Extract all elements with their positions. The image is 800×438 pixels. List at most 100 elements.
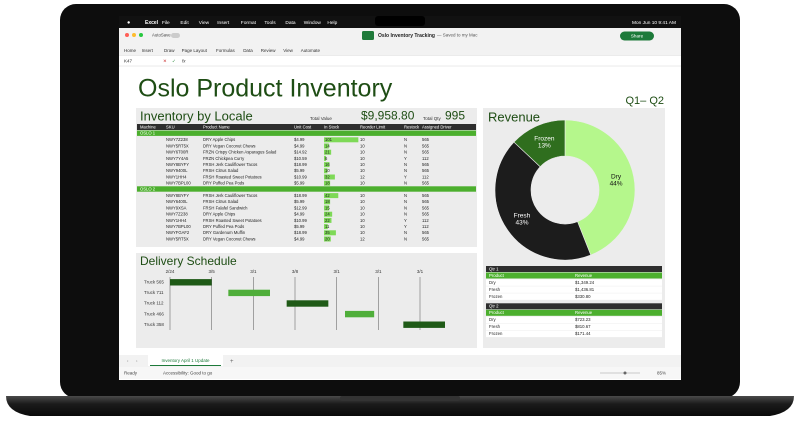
period: Q1– Q2 xyxy=(625,95,664,107)
in-stock-bar xyxy=(324,230,336,236)
ribbon-tab[interactable]: Home xyxy=(124,48,137,53)
table-cell: NWY1HH4 xyxy=(166,218,187,223)
menu-item[interactable]: Tools xyxy=(264,20,276,26)
name-box[interactable]: K47 xyxy=(124,58,133,63)
table-cell: 35 xyxy=(325,230,330,235)
table-cell: 10 xyxy=(360,162,365,167)
table-cell: 565 xyxy=(422,230,430,235)
donut-slice xyxy=(513,119,566,168)
y-tick-label: Truck 358 xyxy=(144,322,164,327)
table-cell: $4.99 xyxy=(294,236,305,241)
total-value: $9,958.80 xyxy=(361,109,415,123)
x-tick-label: 3/1 xyxy=(334,269,341,274)
x-tick-label: 2/24 xyxy=(166,269,175,274)
share-label[interactable]: Share xyxy=(631,34,644,39)
inventory-title: Inventory by Locale xyxy=(140,108,253,123)
rev-cell: $1,436.81 xyxy=(575,287,595,292)
y-tick-label: Truck 466 xyxy=(144,311,164,316)
table-cell: 32 xyxy=(325,174,330,179)
table-cell: $4.99 xyxy=(294,143,305,148)
table-cell: 10 xyxy=(360,230,365,235)
share-button[interactable] xyxy=(620,31,654,41)
gantt-bar xyxy=(286,300,329,307)
column-header: SKU xyxy=(166,124,175,129)
ribbon-tab[interactable]: Data xyxy=(243,48,253,53)
enter-icon[interactable]: ✓ xyxy=(172,58,176,63)
slice-value-label: 44% xyxy=(610,180,623,187)
menu-item[interactable]: Format xyxy=(241,20,257,26)
x-tick-label: 3/8 xyxy=(292,269,299,274)
table-header-row xyxy=(137,124,476,130)
fx-label[interactable]: fx xyxy=(182,58,186,63)
slice-category: Fresh xyxy=(514,212,531,219)
table-cell: 565 xyxy=(422,205,430,210)
add-sheet[interactable]: + xyxy=(230,359,234,365)
donut-slice xyxy=(564,119,636,256)
table-cell: $10.59 xyxy=(294,156,307,161)
donut-slice xyxy=(494,141,592,261)
zoom-knob[interactable] xyxy=(623,371,627,375)
rev-header-row xyxy=(486,309,662,316)
column-header: Restock xyxy=(404,124,420,129)
menu-item[interactable]: File xyxy=(162,20,170,26)
tab-next[interactable]: › xyxy=(136,358,138,363)
table-cell: 10 xyxy=(360,199,365,204)
table-cell: 6 xyxy=(325,156,328,161)
in-stock-bar xyxy=(324,155,327,161)
gantt-bar xyxy=(170,279,212,286)
menu-item[interactable]: Data xyxy=(285,20,295,26)
zoom-button[interactable] xyxy=(139,33,143,37)
table-cell: $10.99 xyxy=(294,174,307,179)
table-cell: NWY7BPL00 xyxy=(166,224,191,229)
in-stock-bar xyxy=(324,180,331,186)
table-cell: N xyxy=(404,181,407,186)
table-cell: 565 xyxy=(422,162,430,167)
table-cell: 16 xyxy=(325,162,330,167)
column-header: Unit Cost xyxy=(294,124,312,129)
minimize-button[interactable] xyxy=(132,33,136,37)
table-cell: $5.99 xyxy=(294,168,305,173)
table-cell: NWY7Z238 xyxy=(166,137,188,142)
ribbon-tab[interactable]: View xyxy=(283,48,293,53)
ribbon-tab[interactable]: Page Layout xyxy=(182,48,208,53)
menu-item[interactable]: Edit xyxy=(180,20,189,26)
tab-prev[interactable]: ‹ xyxy=(127,358,129,363)
donut-title: Revenue xyxy=(488,109,540,124)
table-cell: 10 xyxy=(360,205,365,210)
excel-icon xyxy=(362,31,374,40)
status-accessibility[interactable]: Accessibility: Good to go xyxy=(163,370,213,375)
table-cell: 10 xyxy=(360,218,365,223)
autosave-toggle[interactable] xyxy=(171,33,180,38)
rev-group-name: Qtr 2 xyxy=(489,304,499,309)
table-cell: 565 xyxy=(422,168,430,173)
table-cell: FRSH Jerk Cauliflower Tacos xyxy=(203,162,257,167)
ribbon-tab[interactable]: Automate xyxy=(301,48,321,53)
rev-cell: $810.67 xyxy=(575,324,591,329)
table-cell: 112 xyxy=(422,218,429,223)
table-cell: DRY Vegan Coconut Chews xyxy=(203,143,255,148)
rev-row xyxy=(486,316,662,324)
ribbon-tab[interactable]: Draw xyxy=(164,48,175,53)
menu-item[interactable]: Help xyxy=(327,20,337,26)
ribbon-tab[interactable]: Insert xyxy=(142,48,154,53)
close-button[interactable] xyxy=(125,33,129,37)
column-header: Assigned Driver xyxy=(422,124,452,129)
cancel-icon[interactable]: ✕ xyxy=(163,58,167,63)
column-header: Machine xyxy=(140,124,156,129)
table-cell: 10 xyxy=(360,168,365,173)
menu-item[interactable]: Window xyxy=(304,20,322,26)
ribbon-tab[interactable]: Review xyxy=(261,48,277,53)
table-cell: 21 xyxy=(325,150,330,155)
table-cell: 12 xyxy=(360,236,365,241)
table-cell: 565 xyxy=(422,143,430,148)
menu-item[interactable]: View xyxy=(199,20,210,26)
ribbon-tab[interactable]: Formulas xyxy=(216,48,236,53)
table-cell: FRSH Citrus Salad xyxy=(203,199,239,204)
active-sheet-tab[interactable] xyxy=(148,355,223,366)
menu-app[interactable]: Excel xyxy=(145,20,159,26)
autosave[interactable]: AutoSave xyxy=(152,33,171,38)
table-cell: Y xyxy=(404,174,407,179)
sheet-tab[interactable]: Inventory April 1 Update xyxy=(161,358,210,363)
total-value-label: Total Value xyxy=(310,116,332,121)
menu-item[interactable]: Insert xyxy=(217,20,230,26)
